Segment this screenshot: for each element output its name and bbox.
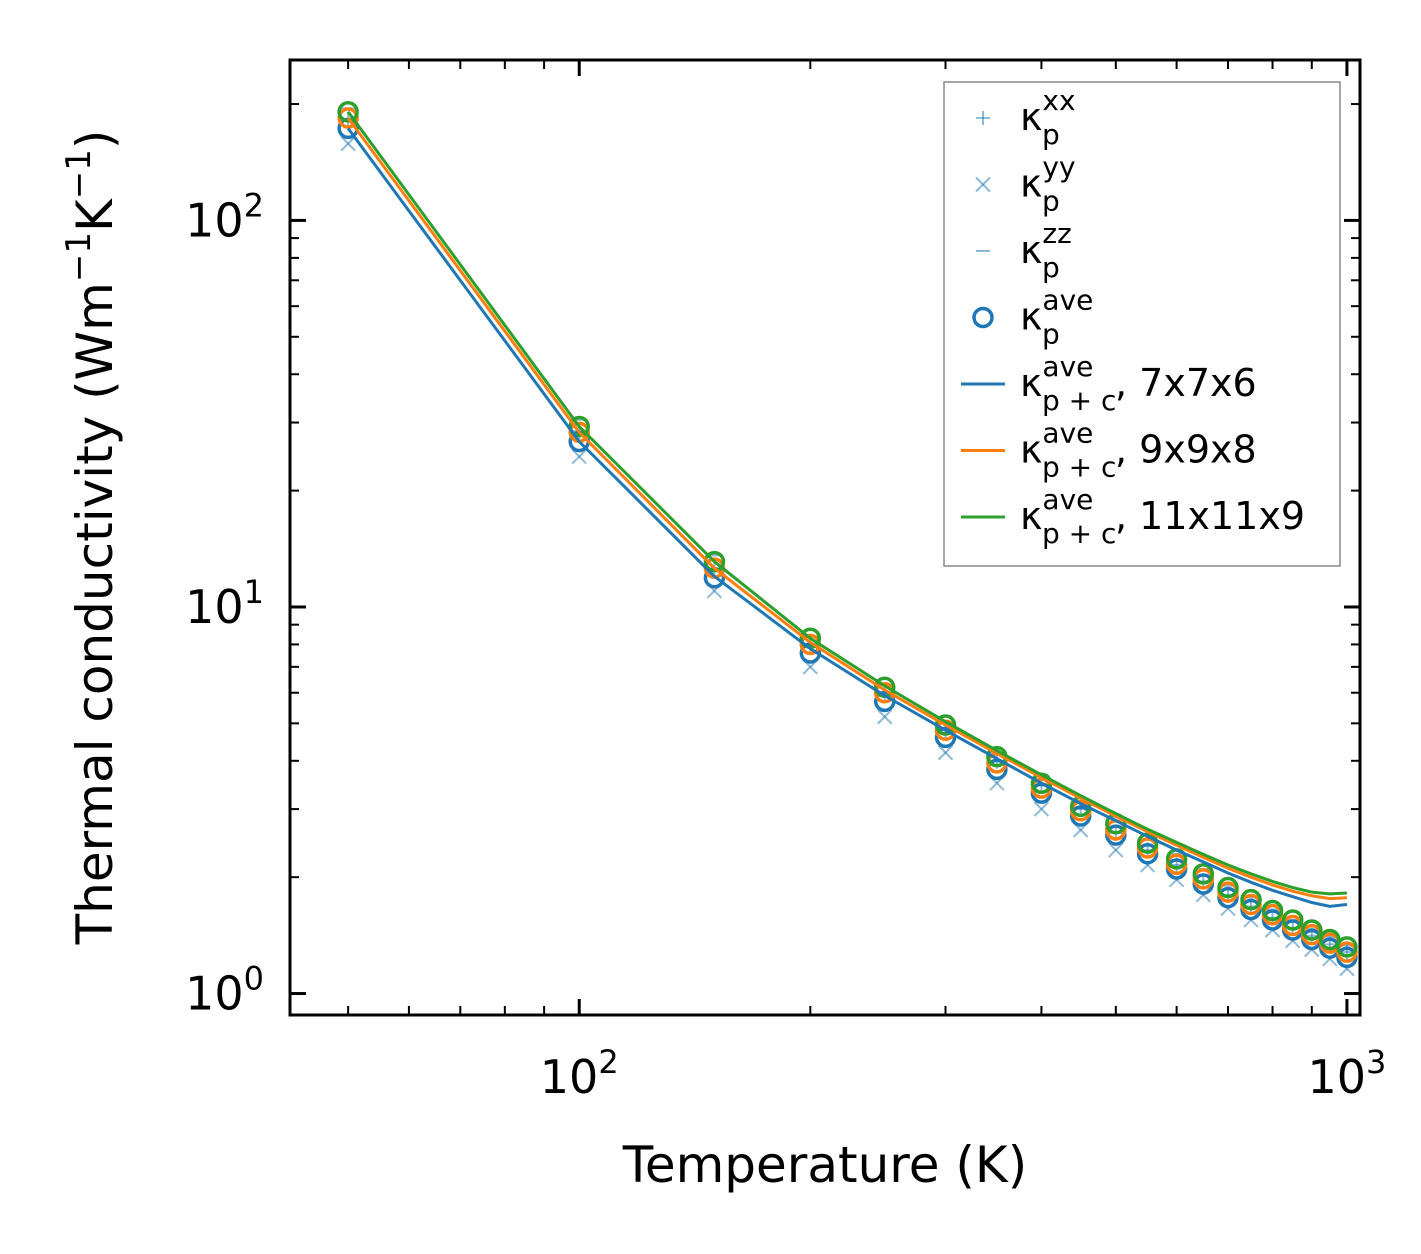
circle-shape	[1301, 919, 1323, 941]
data-point	[1240, 888, 1262, 911]
circle-shape	[1336, 936, 1358, 958]
x-stroke-b	[340, 135, 356, 152]
x-stroke-b	[1108, 842, 1124, 858]
data-point	[703, 550, 726, 573]
legend-label: κave p	[1020, 284, 1093, 351]
circle-shape	[703, 550, 726, 573]
circle-shape	[337, 107, 359, 129]
axis-ticks: 102 103 100 101 102	[185, 60, 1386, 1104]
circle-shape	[1136, 832, 1159, 854]
data-point	[1301, 919, 1323, 941]
data-point	[1281, 909, 1304, 931]
legend-marker	[972, 306, 994, 329]
legend-entry: κzz p	[976, 217, 1072, 284]
legend-entry: κave p + c, 9x9x8	[961, 417, 1257, 484]
y-axis-title: Thermal conductivity (Wm−1K−1)	[59, 130, 124, 946]
circle-shape	[1192, 863, 1215, 885]
x-axis-title: Temperature (K)	[622, 1136, 1027, 1194]
data-point	[877, 709, 893, 725]
data-point	[1319, 928, 1341, 951]
data-point	[1136, 832, 1159, 854]
y-tick-label: 100	[185, 960, 264, 1021]
x-stroke-b	[975, 176, 991, 193]
data-point	[1033, 801, 1050, 817]
x-stroke-b	[937, 744, 954, 761]
data-point	[340, 135, 356, 152]
legend-label: κave p + c, 11x11x9	[1020, 483, 1305, 550]
data-point	[337, 107, 359, 129]
data-point	[1217, 876, 1239, 899]
circle-shape	[1240, 888, 1262, 911]
x-stroke-b	[877, 709, 893, 725]
legend-box	[943, 81, 1341, 567]
legend-label: κyy p	[1020, 151, 1076, 218]
data-point	[937, 744, 954, 761]
axes-frame	[288, 58, 1362, 1017]
plot-area	[337, 101, 1358, 977]
circle-shape	[972, 306, 994, 329]
circle-shape	[568, 415, 590, 438]
legend-entry: κave p + c, 7x7x6	[961, 350, 1257, 417]
data-point	[337, 101, 359, 123]
circle-shape	[1281, 909, 1304, 931]
x-tick-label: 102	[540, 1043, 619, 1104]
circle-shape	[1319, 928, 1341, 951]
legend-entry: κave p + c, 11x11x9	[961, 483, 1305, 550]
line-series-2	[346, 110, 1347, 896]
data-point	[1108, 842, 1124, 858]
legend-entry: κave p	[972, 284, 1093, 351]
data-point	[934, 726, 957, 749]
y-tick-label: 102	[185, 186, 264, 247]
line-series-1	[346, 117, 1347, 901]
legend-label: κxx p	[1020, 84, 1076, 151]
data-point	[1192, 863, 1215, 885]
legend-entry: κxx p	[976, 84, 1076, 151]
legend-entry: κyy p	[975, 151, 1076, 218]
line-series-0	[346, 127, 1348, 908]
legend-marker	[975, 176, 991, 193]
data-point	[568, 415, 590, 438]
circle-shape	[1217, 876, 1239, 899]
data-point	[1336, 936, 1358, 958]
legend-label: κzz p	[1020, 217, 1072, 284]
circle-shape	[337, 101, 359, 123]
circle-shape	[934, 726, 957, 749]
data-point	[1261, 899, 1284, 922]
data-point	[571, 448, 587, 465]
legend-label: κave p + c, 9x9x8	[1020, 417, 1257, 484]
x-stroke-b	[571, 448, 587, 465]
y-tick-label: 101	[185, 573, 264, 634]
legend-label: κave p + c, 7x7x6	[1020, 350, 1257, 417]
x-stroke-b	[1033, 801, 1050, 817]
legend-marker	[976, 111, 990, 125]
circle-shape	[1261, 899, 1284, 922]
x-tick-label: 103	[1307, 1043, 1386, 1104]
